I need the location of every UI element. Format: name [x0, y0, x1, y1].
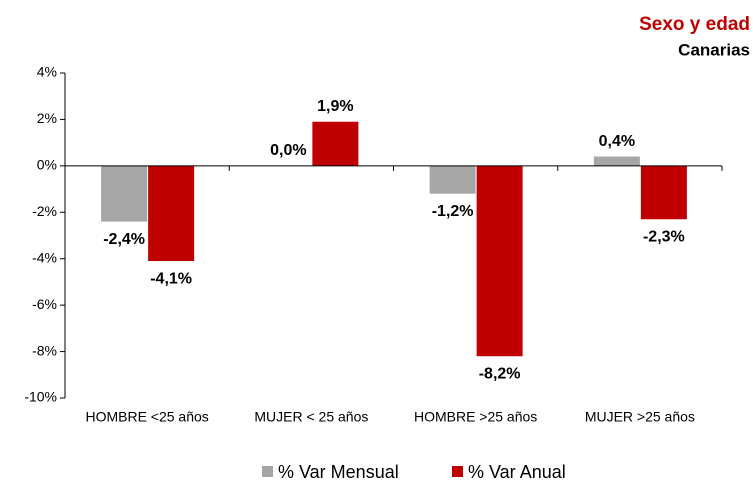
y-tick-label: 4% — [37, 64, 57, 80]
y-tick-label: 0% — [37, 157, 57, 173]
value-label: -2,4% — [103, 231, 145, 248]
bar — [640, 165, 687, 220]
value-label: 1,9% — [317, 98, 353, 115]
y-tick-label: -6% — [32, 296, 57, 312]
x-tick-label: MUJER < 25 años — [254, 409, 368, 425]
value-label: -2,3% — [643, 228, 685, 245]
legend-label: % Var Mensual — [278, 462, 399, 482]
value-label: 0,0% — [270, 142, 306, 159]
x-tick-label: HOMBRE <25 años — [85, 409, 208, 425]
legend-swatch — [452, 466, 463, 477]
y-tick-label: -4% — [32, 249, 57, 265]
y-tick-label: -8% — [32, 342, 57, 358]
x-tick-label: MUJER >25 años — [585, 409, 695, 425]
value-label: -4,1% — [150, 270, 192, 287]
y-tick-label: -10% — [24, 389, 57, 405]
legend-label: % Var Anual — [468, 462, 566, 482]
y-tick-label: 2% — [37, 110, 57, 126]
value-label: -1,2% — [432, 203, 474, 220]
bar — [429, 165, 476, 194]
bar — [476, 165, 523, 357]
value-label: 0,4% — [599, 133, 635, 150]
chart-title: Sexo y edad — [639, 14, 750, 35]
chart-subtitle: Canarias — [678, 40, 750, 59]
legend-swatch — [262, 466, 273, 477]
x-tick-label: HOMBRE >25 años — [414, 409, 537, 425]
bar — [101, 165, 148, 222]
value-label: -8,2% — [479, 365, 521, 382]
bar — [312, 121, 359, 166]
y-tick-label: -2% — [32, 203, 57, 219]
bar — [593, 156, 640, 166]
bar — [148, 165, 195, 262]
